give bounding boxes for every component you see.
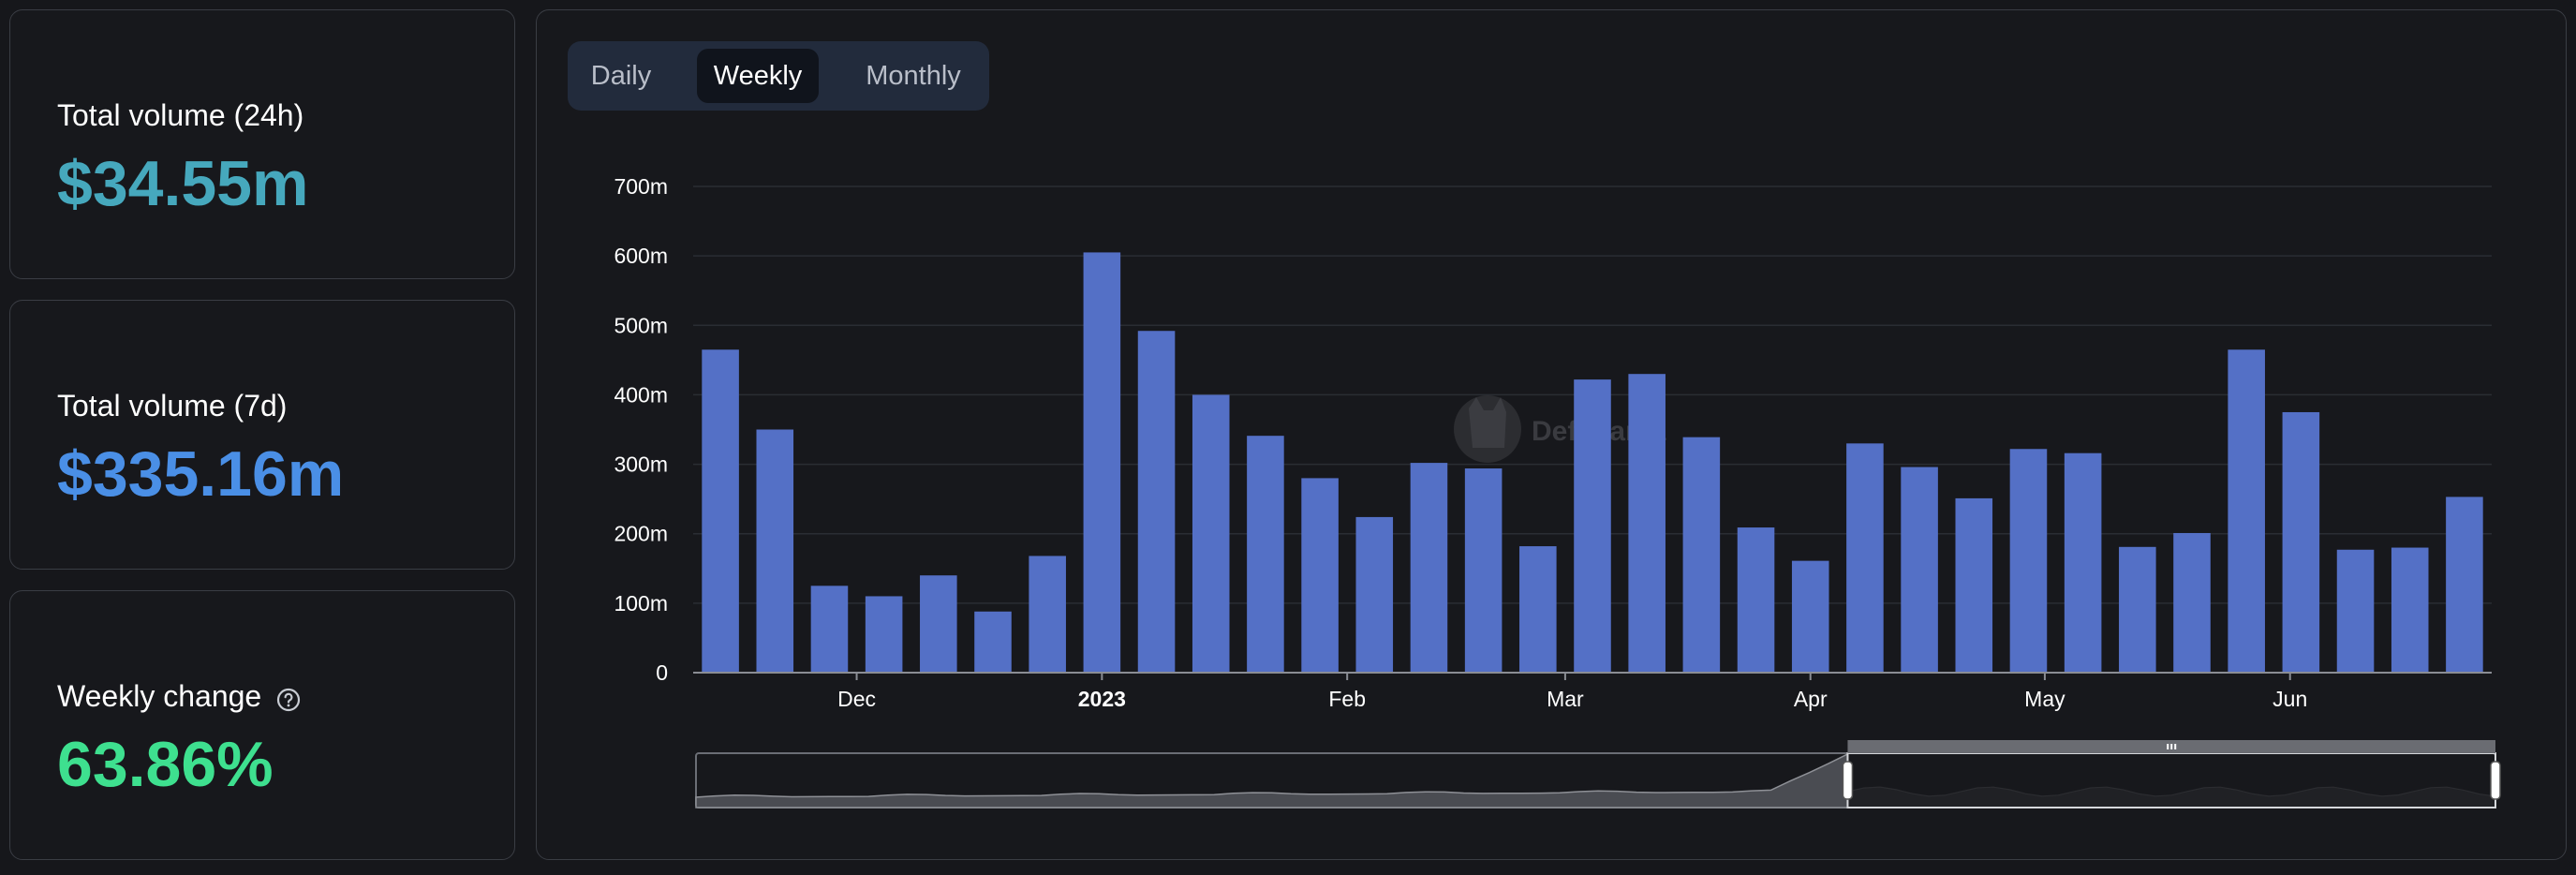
weekly-change-label: Weekly change	[57, 679, 262, 713]
chart-card	[536, 9, 2567, 860]
tab-monthly[interactable]: Monthly	[866, 61, 961, 91]
tab-weekly[interactable]: Weekly	[697, 49, 819, 103]
stat-label-volume-24h: Total volume (24h)	[57, 98, 304, 132]
stat-card-volume-24h: Total volume (24h) $34.55m	[9, 9, 515, 279]
period-tabs: Daily Weekly Monthly	[568, 41, 989, 111]
tab-daily[interactable]: Daily	[590, 61, 652, 91]
help-icon[interactable]	[276, 685, 301, 711]
stat-value-volume-24h: $34.55m	[57, 148, 309, 219]
stat-card-weekly-change: Weekly change 63.86%	[9, 590, 515, 860]
stat-card-volume-7d: Total volume (7d) $335.16m	[9, 300, 515, 570]
stat-label-weekly-change: Weekly change	[57, 679, 301, 714]
stat-label-volume-7d: Total volume (7d)	[57, 389, 288, 423]
stat-value-volume-7d: $335.16m	[57, 438, 345, 510]
stat-value-weekly-change: 63.86%	[57, 729, 274, 800]
